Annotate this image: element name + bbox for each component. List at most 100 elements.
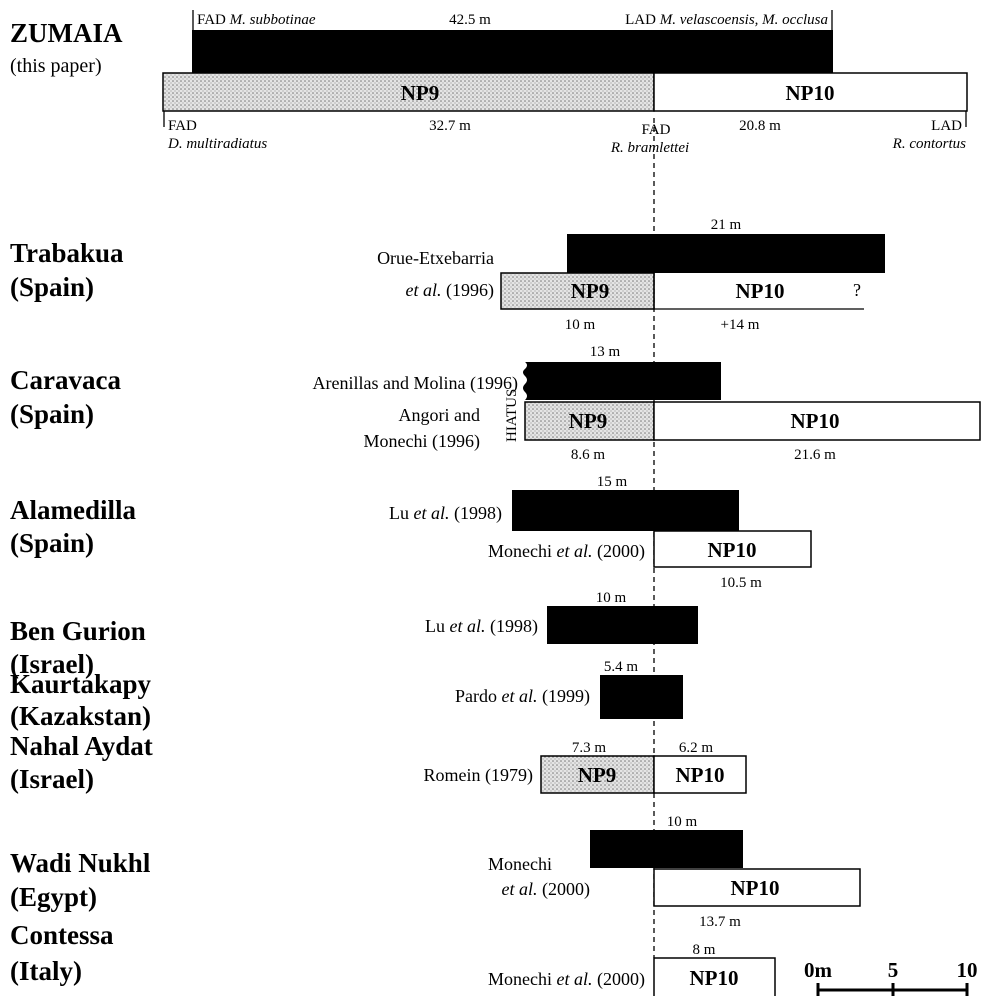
site-country: (Egypt)	[10, 882, 97, 912]
thickness: 32.7 m	[429, 118, 471, 134]
text-part: (1999)	[538, 686, 591, 707]
reference: Monechi (1996)	[364, 431, 480, 452]
thickness: 15 m	[597, 474, 628, 490]
text-part: et al.	[557, 969, 593, 989]
zone-label: NP10	[676, 763, 725, 787]
planktic-bar	[567, 234, 885, 273]
top-fad: FAD M. subbotinae	[197, 12, 316, 28]
reference: Monechi et al. (2000)	[488, 541, 645, 562]
thickness: 8 m	[693, 942, 716, 958]
zone-label: NP10	[736, 279, 785, 303]
zone-label: NP9	[578, 763, 617, 787]
reference: Lu et al. (1998)	[389, 503, 502, 524]
top-thickness: 42.5 m	[449, 12, 491, 28]
np10-box	[653, 401, 981, 441]
reference: et al. (2000)	[502, 879, 591, 900]
np10-outline	[653, 273, 864, 310]
text-part: Lu	[389, 503, 414, 523]
site-name: Wadi Nukhl	[10, 848, 151, 878]
reference: Angori and	[399, 405, 480, 425]
site-country: (Spain)	[10, 528, 94, 558]
np9-box	[540, 755, 655, 794]
reference: Arenillas and Molina (1996)	[313, 373, 518, 394]
thickness: 13.7 m	[699, 914, 741, 930]
np10-box	[653, 868, 861, 907]
text-part: (1998)	[486, 616, 539, 637]
site-name: Ben Gurion	[10, 616, 146, 646]
thickness: 21 m	[711, 217, 742, 233]
planktic-bar	[512, 490, 739, 531]
site-country: (Italy)	[10, 956, 82, 986]
planktic-bar	[523, 362, 721, 400]
zone-label: NP10	[791, 409, 840, 433]
planktic-bar	[547, 606, 698, 644]
np9-box	[500, 272, 655, 310]
zone-label: NP10	[786, 81, 835, 105]
text-part: et al.	[450, 616, 486, 636]
thickness: 10 m	[596, 590, 627, 606]
thickness: 5.4 m	[604, 659, 639, 675]
text-part: M. subbotinae	[229, 12, 316, 28]
text-part: (2000)	[538, 879, 591, 900]
site-country: (Israel)	[10, 649, 94, 679]
site-country: (Israel)	[10, 764, 94, 794]
text-part: et al.	[502, 879, 538, 899]
site-country: (Spain)	[10, 399, 94, 429]
text-part: FAD	[197, 12, 226, 28]
taxon: D. multiradiatus	[167, 136, 267, 152]
text-part: Lu	[425, 616, 450, 636]
np10-box	[653, 72, 968, 112]
bracket	[163, 111, 967, 127]
thickness: 20.8 m	[739, 118, 781, 134]
np10-box	[653, 755, 747, 794]
taxon: R. contortus	[892, 136, 966, 152]
site-name: ZUMAIA	[10, 18, 123, 48]
bracket	[192, 10, 833, 30]
site-source: (this paper)	[10, 55, 102, 77]
text-part: et al.	[406, 280, 442, 300]
reference: Romein (1979)	[424, 765, 534, 786]
text-part: M. velascoensis, M. occlusa	[659, 12, 828, 28]
top-lad: LAD M. velascoensis, M. occlusa	[625, 12, 828, 28]
reference: Monechi et al. (2000)	[488, 969, 645, 990]
fad-label: FAD	[168, 118, 197, 134]
zone-label: NP9	[569, 409, 608, 433]
reference: Monechi	[488, 854, 552, 874]
zone-label: NP10	[690, 966, 739, 990]
reference: Lu et al. (1998)	[425, 616, 538, 637]
reference: Orue-Etxebarria	[377, 248, 494, 268]
site-name: Contessa	[10, 920, 114, 950]
np10-box	[653, 530, 812, 568]
text-part: (2000)	[593, 969, 646, 990]
thickness: 10 m	[667, 814, 698, 830]
text-part: Pardo	[455, 686, 502, 706]
text-part: et al.	[557, 541, 593, 561]
thickness: +14 m	[721, 317, 760, 333]
hiatus: HIATUS	[504, 389, 520, 442]
thickness: 8.6 m	[571, 447, 606, 463]
site-name: Trabakua	[10, 238, 124, 268]
reference: Pardo et al. (1999)	[455, 686, 590, 707]
scale-bar	[816, 983, 969, 996]
taxon: R. bramlettei	[610, 140, 689, 156]
np9-box	[524, 401, 655, 441]
scale-label: 10	[957, 958, 978, 982]
planktic-bar	[590, 830, 743, 868]
text-part: (1996)	[442, 280, 495, 301]
thickness: 10 m	[565, 317, 596, 333]
thickness: 21.6 m	[794, 447, 836, 463]
reference: et al. (1996)	[406, 280, 495, 301]
site-name: Kaurtakapy	[10, 669, 152, 699]
text-part: (1998)	[450, 503, 503, 524]
text-part: LAD	[625, 12, 656, 28]
zone-label: NP9	[571, 279, 610, 303]
site-country: (Spain)	[10, 272, 94, 302]
text-part: (2000)	[593, 541, 646, 562]
fad-label: FAD	[642, 122, 671, 138]
np10-box	[653, 957, 776, 996]
scale-label: 0m	[804, 958, 833, 982]
scale-label: 5	[888, 958, 899, 982]
zone-label: NP10	[731, 876, 780, 900]
uncertain: ?	[853, 280, 861, 300]
